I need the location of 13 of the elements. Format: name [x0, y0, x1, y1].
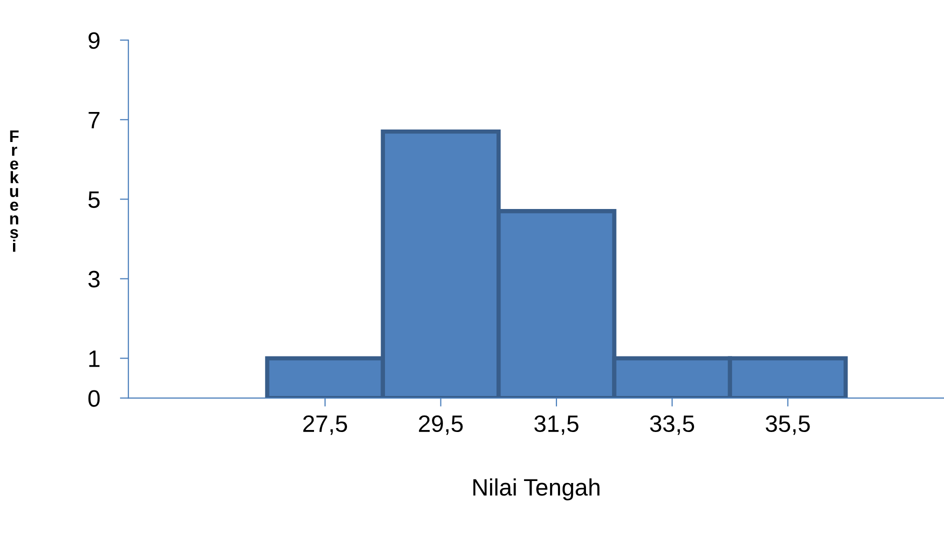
y-tick-label: 1 [89, 350, 100, 367]
x-tick-label: 33,5 [650, 415, 694, 435]
y-tick-label: 0 [88, 390, 100, 407]
x-axis-title: Nilai Tengah [473, 478, 600, 500]
y-tick-label: 9 [88, 32, 100, 49]
x-tick-label: 29,5 [418, 415, 463, 435]
x-tick-label: 27,5 [303, 415, 348, 435]
y-tick-label: 3 [88, 270, 100, 288]
y-tick-label: 7 [88, 112, 100, 128]
y-tick-label: 5 [88, 192, 100, 208]
x-tick-label: 35,5 [766, 415, 810, 435]
text: Frekuensi [10, 130, 19, 252]
x-tick-label: 31,5 [534, 415, 578, 435]
